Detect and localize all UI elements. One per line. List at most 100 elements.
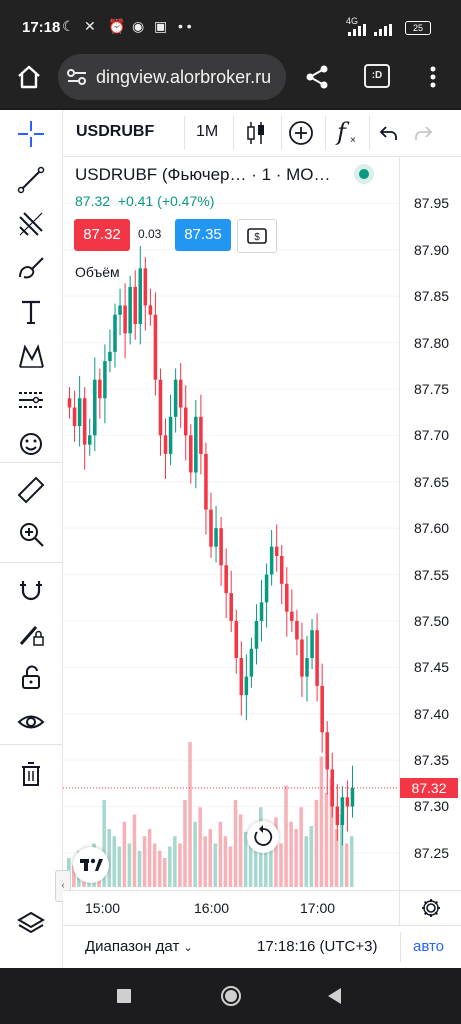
legend-price-line: 87.32 +0.41 (+0.47%) <box>75 193 214 209</box>
candle-body <box>325 732 329 770</box>
remove-drawings-tool[interactable] <box>13 756 49 792</box>
symbol-search[interactable]: USDRUBF <box>76 123 155 140</box>
volume-bar <box>248 843 253 887</box>
volume-bar <box>294 829 298 887</box>
address-bar[interactable]: dingview.alorbroker.ru <box>58 54 286 100</box>
mute-icon: ✕ <box>84 18 96 34</box>
volume-bar <box>152 843 157 887</box>
prediction-tool[interactable] <box>13 382 49 418</box>
sell-button[interactable]: 87.32 <box>74 219 130 251</box>
date-range-button[interactable]: Диапазон дат ⌄ <box>85 938 193 955</box>
trend-line-tool[interactable] <box>13 162 49 198</box>
price-axis[interactable]: 87.95 87.90 87.85 87.80 87.75 87.70 87.65 87.60… <box>399 157 461 890</box>
candle-body <box>168 416 173 454</box>
drawing-toolbar <box>0 110 63 968</box>
buy-button[interactable]: 87.35 <box>175 219 231 251</box>
legend-title[interactable]: USDRUBF (Фьючер… · 1 · MO… <box>75 165 331 184</box>
volume-bar <box>233 800 238 887</box>
chart-settings-button[interactable] <box>399 890 461 925</box>
url-text: dingview.alorbroker.ru <box>96 67 272 87</box>
crosshair-tool[interactable] <box>13 116 49 152</box>
price-tick-label: 87.40 <box>414 705 450 722</box>
magnet-tool[interactable] <box>13 572 49 608</box>
candle-body <box>113 314 117 352</box>
volume-bar <box>218 821 223 887</box>
zoom-tool[interactable] <box>13 516 49 552</box>
chevron-down-icon: ⌄ <box>183 942 193 954</box>
toolbar-divider <box>0 462 62 463</box>
volume-bar <box>274 817 278 887</box>
candle-body <box>305 658 309 677</box>
lock-all-tool[interactable] <box>13 660 49 696</box>
timezone-clock[interactable]: 17:18:16 (UTC+3) <box>257 938 378 955</box>
legend-change-pct: (+0.47%) <box>157 193 215 209</box>
add-indicator-icon[interactable] <box>288 120 314 146</box>
legend-last-price: 87.32 <box>75 193 111 209</box>
text-tool[interactable] <box>13 294 49 330</box>
candle-body <box>274 546 279 556</box>
time-axis[interactable]: 15:00 16:00 17:00 <box>63 890 399 925</box>
magnet-icon <box>20 581 42 601</box>
volume-bar <box>329 778 334 887</box>
lock-drawings-tool[interactable] <box>13 616 49 652</box>
candle-body <box>229 593 233 621</box>
price-tick-label: 87.90 <box>414 241 450 258</box>
candle-body <box>219 528 223 566</box>
volume-bar <box>208 829 213 887</box>
tabs-button[interactable]: :D <box>364 64 390 88</box>
volume-bar <box>117 846 122 887</box>
time-label: 15:00 <box>85 900 121 916</box>
volume-legend[interactable]: Объём <box>75 264 120 280</box>
candle-body <box>143 268 148 306</box>
candle-body <box>189 435 193 473</box>
recents-icon[interactable] <box>116 988 132 1004</box>
candle-body <box>163 435 168 454</box>
tradingview-logo[interactable] <box>73 847 109 883</box>
home-icon[interactable] <box>14 62 44 92</box>
chart-pane[interactable]: USDRUBF (Фьючер… · 1 · MO… 87.32 +0.41 (… <box>63 157 399 890</box>
more-menu-icon[interactable] <box>430 66 436 88</box>
candle-body <box>340 797 345 826</box>
market-status-dot[interactable] <box>359 169 369 179</box>
home-nav-icon[interactable] <box>220 985 242 1007</box>
candle-body <box>123 305 127 334</box>
reset-chart-button[interactable] <box>247 821 279 853</box>
candle-body <box>209 509 213 547</box>
candle-body <box>148 305 153 315</box>
back-icon[interactable] <box>326 987 342 1005</box>
volume-bar <box>137 850 142 887</box>
share-icon[interactable] <box>304 64 330 90</box>
text-icon <box>22 300 40 324</box>
price-tick-label: 87.35 <box>414 752 450 769</box>
indicators-icon[interactable]: f <box>337 118 346 146</box>
candle-body <box>264 574 269 603</box>
price-tick-label: 87.30 <box>414 798 450 815</box>
interval-button[interactable]: 1M <box>196 123 219 140</box>
candle-body <box>103 361 107 399</box>
candle-type-icon[interactable] <box>245 120 267 146</box>
measure-tool[interactable] <box>13 472 49 508</box>
fib-tool[interactable] <box>13 206 49 242</box>
candle-body <box>295 620 299 640</box>
redo-icon[interactable] <box>413 124 433 142</box>
candle-body <box>320 685 324 733</box>
candle-body <box>173 379 178 417</box>
site-settings-icon[interactable] <box>66 68 88 86</box>
hide-drawings-tool[interactable] <box>13 704 49 740</box>
header-divider <box>281 116 282 150</box>
candle-body <box>158 379 163 436</box>
auto-scale-button[interactable]: авто <box>413 938 445 955</box>
battery-icon: 25 <box>405 21 431 35</box>
emoji-tool[interactable] <box>13 426 49 462</box>
order-ticket-button[interactable]: $ <box>237 219 277 253</box>
candle-body <box>310 630 314 659</box>
pattern-tool[interactable] <box>13 338 49 374</box>
brush-tool[interactable] <box>13 250 49 286</box>
candle-body <box>259 602 264 621</box>
undo-icon[interactable] <box>379 124 399 142</box>
candle-body <box>133 286 137 325</box>
object-tree-tool[interactable] <box>13 906 49 942</box>
status-time: 17:18 <box>22 19 61 36</box>
zoom-in-icon <box>20 523 44 547</box>
price-tick-label: 87.25 <box>414 844 450 861</box>
